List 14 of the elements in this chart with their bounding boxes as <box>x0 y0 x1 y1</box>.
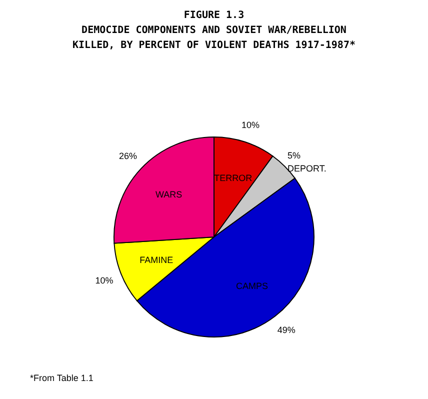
data-label: 26% <box>118 151 137 162</box>
text: FIGURE 1.3 <box>184 10 244 21</box>
text: DEMOCIDE COMPONENTS AND SOVIET WAR/REBELLION <box>82 25 346 36</box>
text: *From Table 1.1 <box>30 373 94 383</box>
slice-label: FAMINE <box>140 254 174 265</box>
data-label: 10% <box>241 120 260 130</box>
data-label: 5% <box>288 150 301 160</box>
slice-label: DEPORT. <box>288 163 326 174</box>
data-label: 10% <box>95 275 114 286</box>
slice-label: CAMPS <box>236 280 268 291</box>
text: KILLED, BY PERCENT OF VIOLENT DEATHS 1917-1987* <box>72 40 356 51</box>
data-label: 49% <box>277 325 296 336</box>
slice-label: TERROR <box>214 173 253 184</box>
slice-label: WARS <box>155 190 182 200</box>
